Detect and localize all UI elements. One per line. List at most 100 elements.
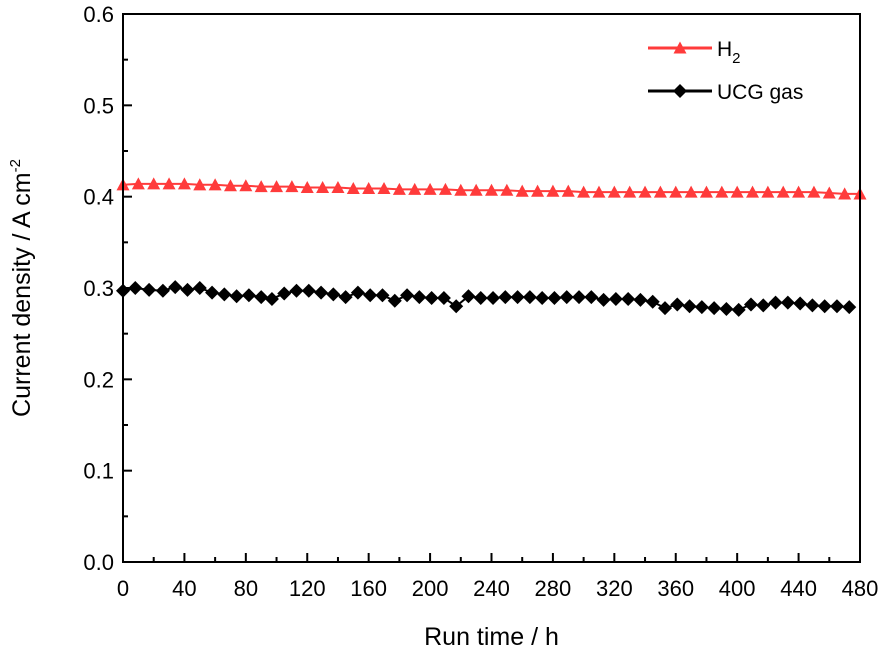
data-point-ucg-gas — [350, 285, 365, 300]
x-tick-label: 120 — [289, 576, 326, 601]
x-tick-label: 240 — [473, 576, 510, 601]
data-point-h2 — [147, 177, 161, 190]
data-point-ucg-gas — [633, 292, 648, 307]
x-tick-label: 360 — [657, 576, 694, 601]
data-point-ucg-gas — [326, 287, 341, 302]
data-point-h2 — [438, 182, 452, 195]
data-point-h2 — [546, 184, 560, 197]
legend-marker-ucg-gas — [673, 84, 687, 98]
data-point-ucg-gas — [829, 299, 844, 314]
data-point-ucg-gas — [412, 290, 427, 305]
data-point-ucg-gas — [719, 302, 734, 317]
y-tick-label: 0.4 — [83, 185, 114, 210]
legend-label-h2-subscript: 2 — [732, 50, 740, 67]
data-point-h2 — [485, 183, 498, 196]
data-point-h2 — [838, 187, 852, 200]
data-point-h2 — [270, 180, 284, 193]
data-point-h2 — [653, 185, 667, 198]
data-point-h2 — [408, 182, 422, 195]
data-point-ucg-gas — [780, 295, 795, 310]
data-point-h2 — [392, 182, 406, 195]
data-point-ucg-gas — [572, 290, 587, 305]
data-point-ucg-gas — [155, 283, 170, 298]
data-point-h2 — [699, 185, 713, 198]
y-tick-label: 0.1 — [83, 459, 114, 484]
legend: H2 UCG gas — [648, 38, 803, 104]
data-point-ucg-gas — [180, 282, 195, 297]
data-point-ucg-gas — [608, 291, 623, 306]
y-tick-label: 0.5 — [83, 93, 114, 118]
data-point-h2 — [300, 181, 314, 194]
data-point-h2 — [684, 185, 698, 198]
data-point-ucg-gas — [424, 291, 439, 306]
data-point-ucg-gas — [289, 283, 304, 298]
data-point-ucg-gas — [168, 280, 183, 295]
data-point-h2 — [223, 179, 237, 192]
x-tick-label: 280 — [535, 576, 572, 601]
data-point-ucg-gas — [277, 286, 292, 301]
data-point-ucg-gas — [461, 289, 476, 304]
x-tick-label: 440 — [780, 576, 817, 601]
data-point-ucg-gas — [522, 290, 537, 305]
x-tick-label: 480 — [842, 576, 879, 601]
data-point-h2 — [776, 185, 790, 198]
data-point-ucg-gas — [793, 296, 808, 311]
data-point-ucg-gas — [338, 290, 353, 305]
data-point-ucg-gas — [192, 281, 207, 295]
data-point-h2 — [285, 180, 299, 193]
data-point-ucg-gas — [375, 288, 390, 303]
data-point-h2 — [730, 185, 744, 198]
data-point-h2 — [822, 186, 836, 199]
y-axis-label-main: Current density / A cm — [8, 172, 36, 417]
legend-label-ucg-gas: UCG gas — [717, 81, 803, 104]
data-point-h2 — [362, 181, 376, 194]
x-tick-label: 320 — [596, 576, 633, 601]
data-point-h2 — [346, 181, 360, 194]
data-point-h2 — [669, 185, 683, 198]
y-tick-label: 0.6 — [83, 2, 114, 27]
data-point-ucg-gas — [205, 285, 220, 300]
data-point-ucg-gas — [547, 291, 562, 306]
data-point-h2 — [623, 185, 637, 198]
data-point-h2 — [469, 183, 483, 196]
x-axis-label: Run time / h — [424, 623, 559, 651]
data-point-ucg-gas — [682, 299, 697, 314]
data-point-h2 — [792, 185, 806, 198]
data-point-h2 — [746, 185, 760, 198]
data-point-h2 — [239, 179, 253, 192]
y-axis-label: Current density / A cm-2 — [7, 159, 36, 417]
data-point-h2 — [607, 185, 621, 198]
data-point-h2 — [715, 185, 729, 198]
data-point-ucg-gas — [743, 297, 758, 312]
x-tick-label: 0 — [117, 576, 129, 601]
data-point-h2 — [592, 185, 606, 198]
data-point-h2 — [561, 184, 575, 197]
data-point-ucg-gas — [363, 288, 378, 303]
data-point-ucg-gas — [241, 288, 256, 303]
data-point-h2 — [531, 184, 545, 197]
data-point-h2 — [377, 181, 391, 194]
data-point-h2 — [316, 181, 330, 194]
data-point-ucg-gas — [817, 299, 832, 314]
legend-label-h2-main: H — [717, 38, 732, 61]
data-point-ucg-gas — [584, 290, 599, 305]
data-point-ucg-gas — [596, 292, 611, 307]
data-point-ucg-gas — [658, 301, 673, 316]
data-point-h2 — [193, 178, 207, 191]
data-point-ucg-gas — [387, 293, 402, 308]
data-point-ucg-gas — [707, 301, 722, 316]
legend-label-h2: H2 — [717, 38, 741, 67]
data-point-ucg-gas — [670, 297, 685, 312]
data-point-ucg-gas — [842, 300, 857, 315]
data-point-h2 — [331, 181, 345, 194]
y-axis-label-superscript: -2 — [7, 159, 24, 172]
data-point-h2 — [131, 177, 145, 190]
legend-entry-h2: H2 — [648, 38, 741, 67]
data-point-h2 — [515, 184, 529, 197]
legend-entry-ucg-gas: UCG gas — [648, 81, 803, 104]
data-point-ucg-gas — [217, 287, 232, 302]
data-point-ucg-gas — [645, 294, 660, 309]
data-point-h2 — [638, 185, 652, 198]
x-tick-label: 80 — [234, 576, 258, 601]
